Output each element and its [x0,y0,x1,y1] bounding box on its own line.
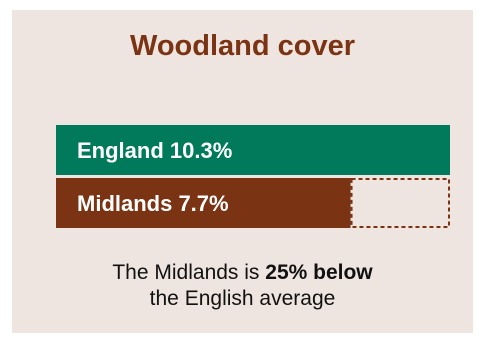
caption-suffix: the English average [149,287,336,310]
bar-chart: England 10.3% Midlands 7.7% [56,125,451,228]
caption-emphasis: 25% below [265,261,373,284]
bar-midlands [56,178,351,228]
gap-outline-midlands [350,178,451,228]
bar-label-england: England 10.3% [77,138,232,163]
chart-caption: The Midlands is 25% below the English av… [12,260,473,312]
chart-title: Woodland cover [129,30,356,62]
bar-england [56,125,450,175]
caption-prefix: The Midlands is [112,261,266,284]
chart-card: Woodland cover England 10.3% Midlands 7.7… [12,10,473,333]
bar-label-midlands: Midlands 7.7% [77,191,229,216]
